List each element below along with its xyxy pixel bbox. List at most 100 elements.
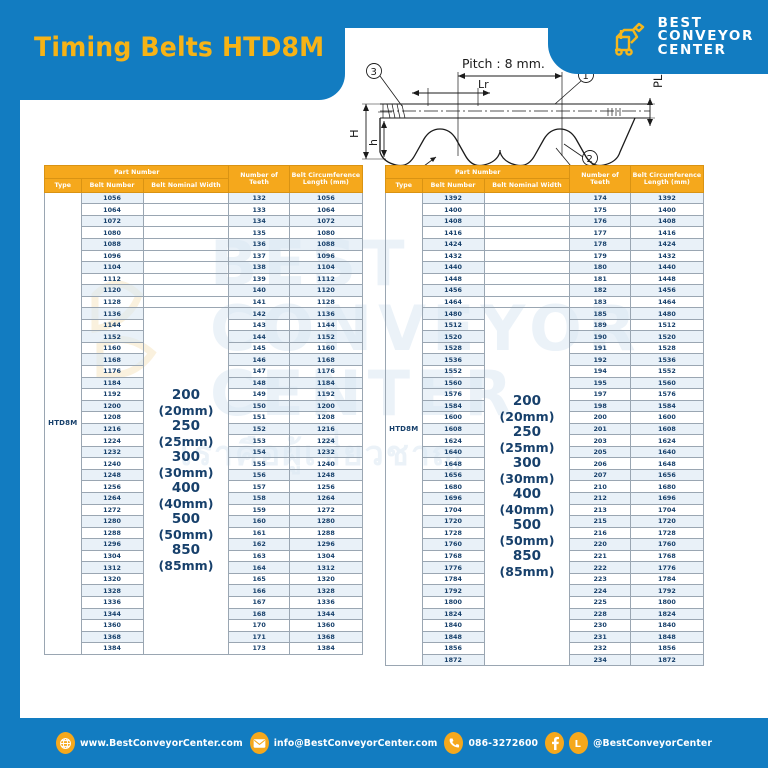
cell-number-of-teeth: 143 — [228, 318, 290, 332]
table-row: 1272 159 1272 — [45, 503, 364, 517]
table-row: 1384 173 1384 — [45, 642, 364, 655]
table-row: 1704 213 1704 — [386, 503, 705, 517]
cell-belt-circumference: 1088 — [288, 238, 364, 251]
cell-belt-circumference: 1552 — [629, 365, 705, 378]
cell-belt-nominal-width — [142, 226, 230, 239]
cell-belt-nominal-width — [142, 214, 230, 228]
cell-belt-nominal-width: 200 (20mm) 250 (25mm) 300 (30mm) 400 (40mm) 500(… — [142, 307, 230, 655]
cell-belt-number: 1128 — [80, 295, 144, 309]
cell-belt-circumference: 1584 — [629, 399, 705, 413]
table-row: 1432 179 1432 — [386, 249, 705, 263]
cell-belt-circumference: 1384 — [288, 642, 364, 655]
cell-belt-number: 1392 — [421, 191, 485, 205]
cell-belt-nominal-width — [483, 272, 571, 286]
width-mm: (30mm) — [158, 465, 214, 481]
cell-belt-number: 1256 — [80, 480, 144, 494]
diagram-callout-3: 3 — [371, 67, 377, 78]
cell-number-of-teeth: 197 — [569, 388, 631, 401]
footer-phone-text: 086-3272600 — [468, 737, 539, 749]
cell-belt-number: 1216 — [80, 422, 144, 436]
width-code: 400 — [512, 485, 542, 502]
cell-belt-circumference: 1240 — [288, 457, 364, 470]
table-row: 1536 192 1536 — [386, 353, 705, 366]
diagram-lr-label: Lr — [478, 78, 489, 91]
cell-belt-circumference: 1624 — [629, 434, 705, 447]
cell-belt-circumference: 1072 — [288, 214, 364, 228]
table-row: HTD8M 1392 174 1392 — [385, 191, 705, 667]
cell-belt-number: 1208 — [80, 411, 144, 424]
table-row: 1576 197 1576 — [386, 388, 705, 401]
cell-number-of-teeth: 167 — [228, 595, 290, 609]
cell-belt-circumference: 1216 — [288, 422, 364, 436]
cell-number-of-teeth: 134 — [228, 214, 290, 228]
cell-number-of-teeth: 159 — [228, 503, 290, 517]
table-header-sub-row: Type Belt Number Belt Nominal Width — [385, 178, 704, 193]
cell-number-of-teeth: 145 — [228, 341, 290, 355]
cell-number-of-teeth: 190 — [569, 330, 631, 343]
cell-belt-number: 1408 — [421, 214, 485, 228]
cell-number-of-teeth: 216 — [569, 526, 631, 540]
table-row: 1128 141 1128 — [45, 295, 364, 309]
cell-belt-circumference: 1312 — [288, 561, 364, 574]
table-row: 1120 140 1120 — [45, 284, 364, 297]
cell-number-of-teeth: 213 — [569, 503, 631, 517]
cell-belt-number: 1264 — [80, 492, 144, 505]
diagram-h-lower-label: h — [367, 139, 380, 146]
cell-belt-number: 1224 — [80, 434, 144, 447]
cell-number-of-teeth: 176 — [569, 214, 631, 228]
cell-belt-circumference: 1304 — [288, 549, 364, 563]
cell-number-of-teeth: 222 — [569, 561, 631, 574]
cell-belt-number: 1088 — [80, 238, 144, 251]
cell-belt-nominal-width — [483, 238, 571, 251]
footer-website[interactable]: www.BestConveyorCenter.com — [55, 732, 243, 754]
footer-social[interactable]: L @BestConveyorCenter — [545, 732, 712, 754]
table-row: 1400 175 1400 — [386, 203, 705, 216]
cell-belt-number: 1432 — [421, 249, 485, 263]
cell-belt-nominal-width — [483, 214, 571, 228]
cell-belt-nominal-width — [483, 249, 571, 263]
width-code: 850 — [171, 541, 201, 558]
width-mm: (25mm) — [158, 434, 214, 450]
cell-belt-number: 1856 — [421, 642, 485, 655]
header-type: Type — [44, 178, 82, 193]
cell-number-of-teeth: 181 — [569, 272, 631, 286]
cell-belt-number: 1552 — [421, 365, 485, 378]
table-row: 1440 180 1440 — [386, 261, 705, 274]
cell-belt-number: 1072 — [80, 214, 144, 228]
cell-number-of-teeth: 163 — [228, 549, 290, 563]
conveyor-logo-icon — [609, 17, 651, 57]
width-mm: (50mm) — [499, 533, 555, 549]
cell-belt-number: 1464 — [421, 295, 485, 309]
cell-belt-circumference: 1296 — [288, 538, 364, 551]
cell-number-of-teeth: 198 — [569, 399, 631, 413]
cell-belt-number: 1400 — [421, 203, 485, 216]
cell-number-of-teeth: 151 — [228, 411, 290, 424]
cell-number-of-teeth: 154 — [228, 445, 290, 459]
footer-contact-bar: www.BestConveyorCenter.com info@BestConv… — [0, 718, 768, 768]
width-code: 250 — [512, 423, 542, 440]
cell-belt-number: 1560 — [421, 376, 485, 390]
cell-belt-number: 1480 — [421, 307, 485, 320]
cell-belt-circumference: 1464 — [629, 295, 705, 309]
cell-belt-circumference: 1344 — [288, 607, 364, 621]
table-row: 1280 160 1280 — [45, 515, 364, 528]
cell-number-of-teeth: 171 — [228, 630, 290, 644]
table-row: 1824 228 1824 — [386, 607, 705, 621]
cell-number-of-teeth: 220 — [569, 538, 631, 551]
footer-phone[interactable]: 086-3272600 — [444, 732, 538, 754]
cell-belt-circumference: 1328 — [288, 584, 364, 597]
spec-table-left: Part Number Number of Teeth Belt Circumf… — [43, 164, 364, 655]
table-row: 1784 223 1784 — [386, 572, 705, 586]
cell-belt-circumference: 1264 — [288, 492, 364, 505]
cell-number-of-teeth: 210 — [569, 480, 631, 494]
cell-belt-number: 1152 — [80, 330, 144, 343]
cell-belt-circumference: 1256 — [288, 480, 364, 494]
cell-belt-number: 1064 — [80, 203, 144, 216]
cell-belt-number: 1144 — [80, 318, 144, 332]
cell-belt-nominal-width — [483, 261, 571, 274]
cell-belt-number: 1368 — [80, 630, 144, 644]
header-part-number: Part Number — [384, 164, 571, 180]
header-belt-nominal-width: Belt Nominal Width — [483, 178, 571, 193]
footer-email[interactable]: info@BestConveyorCenter.com — [249, 732, 438, 754]
width-mm: (20mm) — [499, 409, 555, 425]
